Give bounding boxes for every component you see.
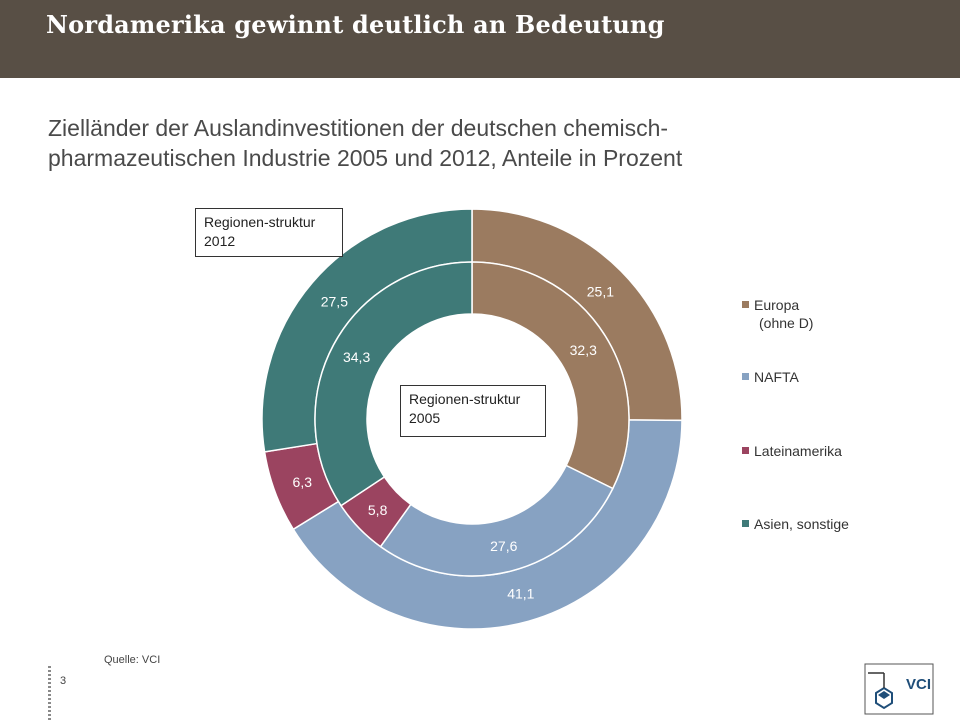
page-title: Nordamerika gewinnt deutlich an Bedeutun…: [46, 10, 665, 39]
inner-slice-nafta: [379, 464, 614, 577]
legend-swatch: [742, 301, 749, 308]
inner-slice-europa: [471, 261, 630, 490]
inner-label-lateinamerika: 5,8: [368, 502, 388, 518]
inner-label-europa: 32,3: [570, 342, 597, 358]
outer-label-lateinamerika: 6,3: [293, 474, 313, 490]
inner-ring-2005: [314, 261, 630, 577]
legend-label: Asien, sonstige: [754, 516, 849, 532]
vci-logo: VCI: [864, 663, 934, 715]
outer-label-nafta: 41,1: [507, 585, 534, 601]
page-number: 3: [60, 675, 67, 687]
legend-swatch: [742, 373, 749, 380]
legend-label: Lateinamerika: [754, 443, 842, 459]
inner-slice-asien: [314, 261, 473, 507]
callout-inner-ring: Regionen-struktur 2005: [400, 385, 546, 437]
outer-label-asien: 27,5: [321, 293, 348, 309]
header-bar: Nordamerika gewinnt deutlich an Bedeutun…: [0, 0, 960, 78]
slide-marker: [48, 666, 51, 720]
slice-labels: 25,1 41,1 6,3 27,5 32,3 27,6 5,8 34,3: [293, 283, 615, 601]
svg-text:VCI: VCI: [906, 676, 931, 693]
legend-swatch: [742, 447, 749, 454]
outer-label-europa: 25,1: [587, 283, 614, 299]
legend-label: Europa: [754, 297, 800, 313]
legend-label-line2: (ohne D): [759, 315, 814, 331]
callout-outer-ring: Regionen-struktur 2012: [195, 208, 343, 257]
legend-swatch: [742, 520, 749, 527]
chart-subtitle: Zielländer der Auslandinvestitionen der …: [48, 115, 683, 171]
source-note: Quelle: VCI: [104, 654, 161, 666]
legend-label: NAFTA: [754, 369, 799, 385]
inner-label-nafta: 27,6: [490, 538, 517, 554]
inner-label-asien: 34,3: [343, 349, 370, 365]
